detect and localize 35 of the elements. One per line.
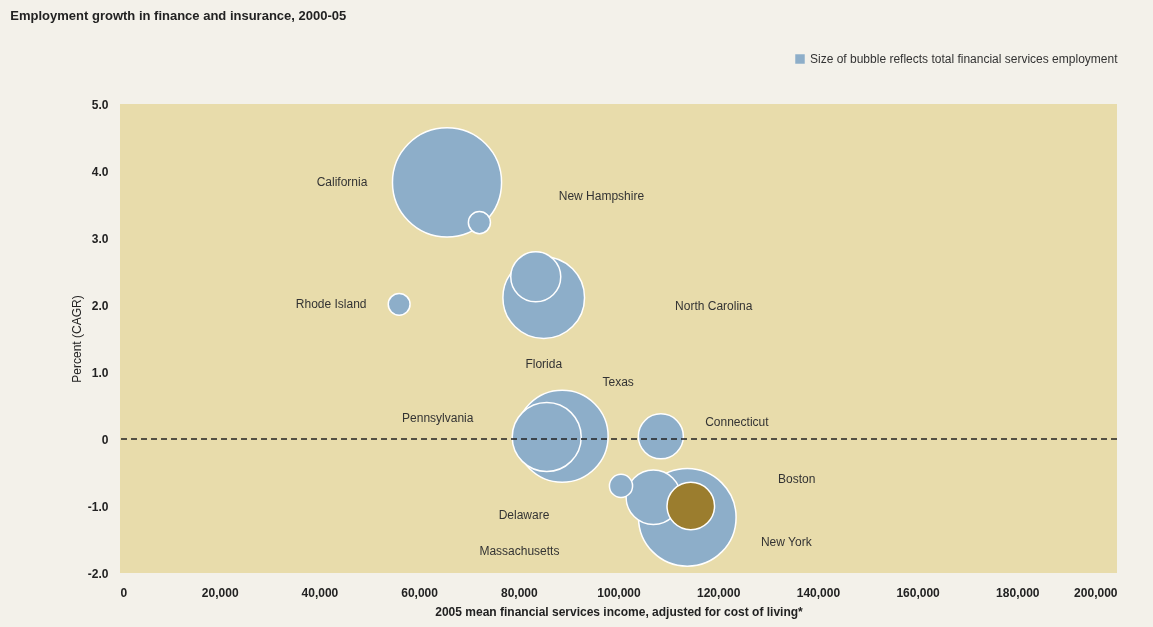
x-tick-label: 120,000: [697, 585, 741, 600]
y-tick-label: -1.0: [87, 499, 109, 514]
y-axis-title: Percent (CAGR): [69, 295, 84, 383]
x-tick-label: 160,000: [896, 585, 941, 600]
chart-title: Employment growth in finance and insurance, 2000-05: [10, 8, 347, 23]
x-tick-label: 200,000: [1074, 585, 1118, 600]
x-tick-label: 60,000: [401, 585, 439, 600]
x-tick-label: 20,000: [201, 585, 239, 600]
legend-label: Size of bubble reflects total financial services employment: [810, 52, 1119, 66]
y-tick-label: 4.0: [91, 164, 109, 179]
x-tick-label: 140,000: [796, 585, 841, 600]
annotation: North Carolina: [675, 298, 753, 313]
annotation: New York: [760, 535, 813, 550]
y-tick-label: 5.0: [91, 97, 109, 112]
annotation: Rhode Island: [295, 297, 367, 312]
annotation: New Hampshire: [558, 188, 645, 203]
y-tick-label: 0: [101, 432, 109, 447]
x-tick-label: 80,000: [500, 585, 538, 600]
annotation: Florida: [525, 356, 563, 371]
x-tick-label: 40,000: [301, 585, 339, 600]
annotation: California: [316, 175, 368, 190]
x-tick-label: 0: [120, 585, 128, 600]
y-tick-label: 2.0: [91, 298, 109, 313]
y-tick-label: 3.0: [91, 231, 109, 246]
annotation: Texas: [602, 375, 634, 390]
annotation: Connecticut: [705, 415, 770, 430]
y-tick-label: 1.0: [91, 365, 109, 380]
annotation: Pennsylvania: [402, 410, 474, 425]
annotation: Delaware: [498, 507, 550, 522]
x-tick-label: 100,000: [597, 585, 642, 600]
x-tick-label: 180,000: [996, 585, 1040, 600]
annotation: Massachusetts: [479, 544, 560, 559]
x-axis-title: 2005 mean financial services income, adjusted for cost of living*: [435, 604, 804, 619]
annotation: Boston: [778, 472, 816, 486]
y-tick-label: -2.0: [87, 566, 109, 581]
